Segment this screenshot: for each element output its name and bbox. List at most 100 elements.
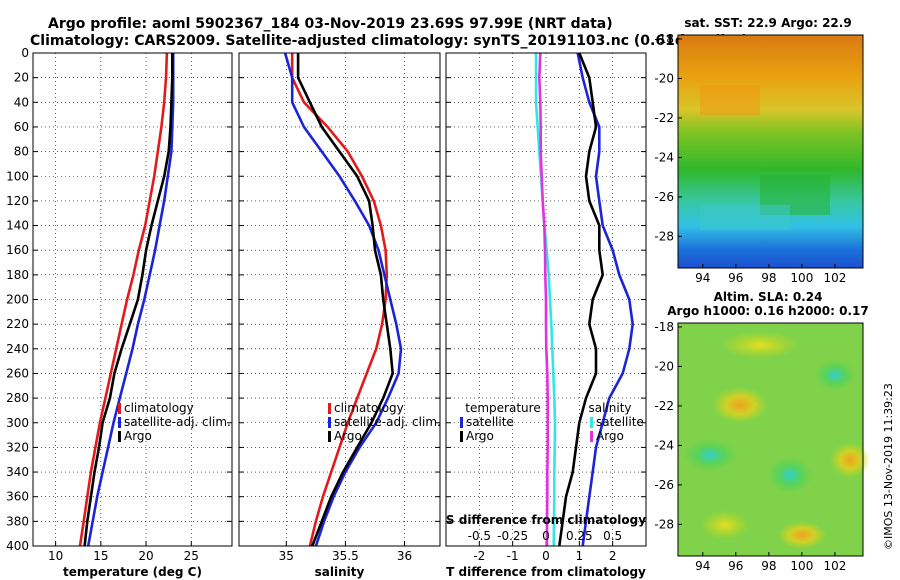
legend-swatch bbox=[118, 403, 121, 414]
top-tick-label: -0.25 bbox=[497, 529, 528, 543]
depth-tick-label: 120 bbox=[6, 194, 29, 208]
legend-label: satellite-adj. clim. bbox=[124, 415, 231, 429]
difference-panel: -2 -1 0 1 2 T difference from climatology S di… bbox=[445, 52, 647, 579]
depth-tick-label: 200 bbox=[6, 293, 29, 307]
map-x-tick-label: 102 bbox=[823, 559, 846, 573]
x-tick-label: 0 bbox=[542, 549, 550, 563]
series-line-t-argo bbox=[558, 52, 605, 547]
top-tick-label: 0.25 bbox=[566, 529, 593, 543]
plot-area bbox=[33, 53, 232, 546]
series-line-climatology bbox=[78, 52, 169, 547]
map-x-tick-label: 96 bbox=[728, 271, 743, 285]
legend-swatch bbox=[590, 431, 593, 442]
legend-swatch bbox=[118, 431, 121, 442]
top-tick-label: 0 bbox=[542, 529, 550, 543]
plot-frame bbox=[238, 52, 441, 547]
map-y-tick-label: -26 bbox=[654, 478, 674, 492]
legend-label: satellite bbox=[466, 415, 514, 429]
sst-map-patch-orange bbox=[700, 85, 760, 115]
legend-swatch bbox=[328, 403, 331, 414]
temperature-panel: 10 15 20 25 0 20 40 60 80 100 120 140 160 180 200 220 24… bbox=[6, 46, 233, 579]
series-line-satellite-adj-clim- bbox=[86, 53, 175, 547]
plot-frame bbox=[445, 52, 647, 547]
legend-label: climatology bbox=[124, 401, 194, 415]
depth-tick-label: 160 bbox=[6, 243, 29, 257]
map-x-tick-label: 100 bbox=[790, 271, 813, 285]
map-y-tick-label: -20 bbox=[654, 359, 674, 373]
x-tick-label: -1 bbox=[507, 549, 519, 563]
sla-blob-warm-2 bbox=[830, 442, 870, 478]
legend-label: climatology bbox=[334, 401, 404, 415]
x-tick-label: 36 bbox=[397, 549, 412, 563]
map-x-tick-label: 94 bbox=[695, 559, 710, 573]
map-y-tick-label: -28 bbox=[654, 229, 674, 243]
series-line-argo bbox=[83, 53, 174, 547]
figure-title-line2: Climatology: CARS2009. Satellite-adjuste… bbox=[30, 33, 748, 49]
legend-title: salinity bbox=[588, 401, 631, 415]
sst-map-field bbox=[678, 35, 863, 268]
depth-tick-label: 320 bbox=[6, 440, 29, 454]
depth-tick-label: 40 bbox=[14, 95, 29, 109]
top-tick-label: 0.5 bbox=[603, 529, 622, 543]
top-tick-label: -0.5 bbox=[468, 529, 491, 543]
figure-title-line1: Argo profile: aoml 5902367_184 03-Nov-20… bbox=[48, 16, 613, 32]
map-y-tick-label: -22 bbox=[654, 399, 674, 413]
depth-tick-label: 80 bbox=[14, 145, 29, 159]
x-tick-label: 25 bbox=[184, 549, 199, 563]
map-y-tick-label: -20 bbox=[654, 71, 674, 85]
sla-map-panel: Altim. SLA: 0.24 Argo h1000: 0.16 h2000:… bbox=[654, 290, 870, 573]
sla-map-title: Altim. SLA: 0.24 bbox=[714, 290, 823, 304]
map-y-tick-label: -18 bbox=[654, 32, 674, 46]
sla-blob-warm-1 bbox=[712, 387, 768, 423]
legend-swatch bbox=[328, 431, 331, 442]
series-line-s-satellite bbox=[534, 53, 557, 547]
depth-tick-label: 140 bbox=[6, 219, 29, 233]
map-x-tick-label: 98 bbox=[761, 559, 776, 573]
x-tick-label: 10 bbox=[48, 549, 63, 563]
depth-tick-label: 300 bbox=[6, 416, 29, 430]
x-tick-label: 35 bbox=[279, 549, 294, 563]
sst-map-title: sat. SST: 22.9 Argo: 22.9 bbox=[684, 16, 851, 30]
x-tick-label: -2 bbox=[473, 549, 485, 563]
x-axis-label: T difference from climatology bbox=[446, 565, 646, 579]
map-x-tick-label: 102 bbox=[823, 271, 846, 285]
legend-swatch bbox=[118, 417, 121, 428]
top-axis-label: S difference from climatology bbox=[446, 513, 646, 527]
legend-swatch bbox=[460, 417, 463, 428]
depth-tick-label: 380 bbox=[6, 514, 29, 528]
map-y-tick-label: -24 bbox=[654, 150, 674, 164]
series-line-satellite-adj-clim- bbox=[283, 52, 403, 547]
salinity-panel: 35 35.5 36 salinity climatologysatellite-adj… bbox=[238, 52, 441, 579]
legend-swatch bbox=[590, 417, 593, 428]
map-y-tick-label: -26 bbox=[654, 190, 674, 204]
depth-tick-label: 340 bbox=[6, 465, 29, 479]
depth-tick-label: 220 bbox=[6, 317, 29, 331]
depth-tick-label: 0 bbox=[21, 46, 29, 60]
x-tick-label: 2 bbox=[609, 549, 617, 563]
map-y-tick-label: -24 bbox=[654, 438, 674, 452]
depth-tick-label: 180 bbox=[6, 268, 29, 282]
sla-blob-cool-2 bbox=[684, 439, 736, 471]
sla-map-subtitle: Argo h1000: 0.16 h2000: 0.17 bbox=[667, 304, 868, 318]
plot-frame bbox=[32, 52, 233, 547]
depth-tick-label: 60 bbox=[14, 120, 29, 134]
legend-label: Argo bbox=[596, 429, 624, 443]
legend-label: Argo bbox=[334, 429, 362, 443]
x-tick-label: 1 bbox=[576, 549, 584, 563]
depth-tick-label: 400 bbox=[6, 539, 29, 553]
map-x-tick-label: 94 bbox=[695, 271, 710, 285]
legend-swatch bbox=[328, 417, 331, 428]
depth-tick-label: 20 bbox=[14, 71, 29, 85]
map-y-tick-label: -28 bbox=[654, 517, 674, 531]
legend-title: temperature bbox=[465, 401, 540, 415]
x-axis-label: temperature (deg C) bbox=[63, 565, 202, 579]
x-tick-label: 35.5 bbox=[332, 549, 359, 563]
map-y-tick-label: -18 bbox=[654, 320, 674, 334]
depth-tick-label: 100 bbox=[6, 169, 29, 183]
series-line-climatology bbox=[290, 53, 389, 547]
map-x-tick-label: 96 bbox=[728, 559, 743, 573]
sst-map-panel: sat. SST: 22.9 Argo: 22.9 94 96 98 100 102 -1… bbox=[654, 16, 864, 285]
sla-blob-warm-3 bbox=[777, 521, 827, 549]
x-axis-label: salinity bbox=[315, 565, 365, 579]
